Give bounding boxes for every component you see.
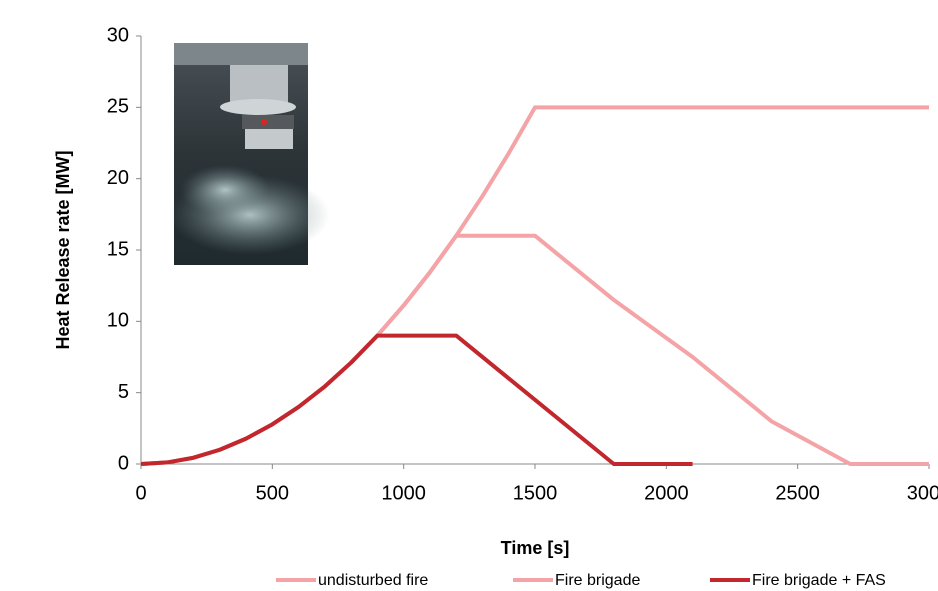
y-tick-label: 5	[118, 381, 129, 403]
y-tick-label: 10	[107, 310, 129, 332]
x-axis-title: Time [s]	[501, 538, 570, 558]
series-line	[140, 333, 693, 466]
y-tick-label: 0	[118, 452, 129, 474]
legend-label: undisturbed fire	[318, 572, 428, 589]
photo-inset	[170, 43, 330, 265]
x-tick-label: 500	[256, 482, 289, 504]
x-tick-label: 2500	[775, 482, 820, 504]
legend-label: Fire brigade + FAS	[752, 572, 886, 589]
y-tick-label: 20	[107, 167, 129, 189]
x-tick-label: 1500	[513, 482, 558, 504]
y-tick-label: 25	[107, 96, 129, 118]
legend-label: Fire brigade	[555, 572, 640, 589]
x-tick-label: 1000	[381, 482, 426, 504]
x-tick-label: 0	[135, 482, 146, 504]
y-tick-label: 15	[107, 238, 129, 260]
y-tick-label: 30	[107, 24, 129, 46]
y-axis-title: Heat Release rate [MW]	[53, 150, 73, 349]
x-tick-label: 2000	[644, 482, 689, 504]
x-tick-label: 3000	[907, 482, 938, 504]
